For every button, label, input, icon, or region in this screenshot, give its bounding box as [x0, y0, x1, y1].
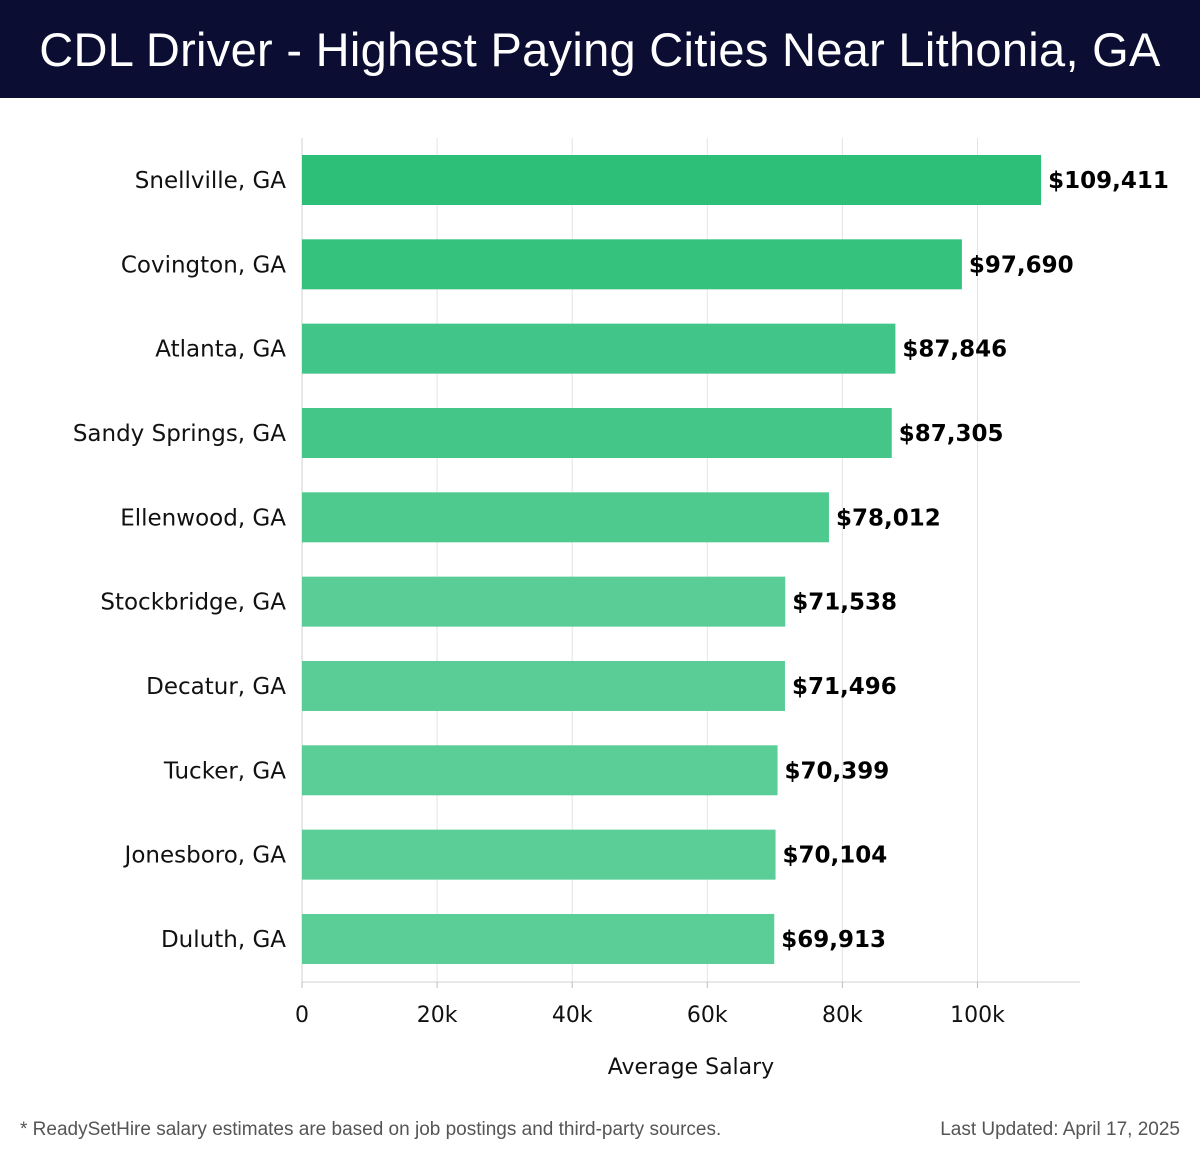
data-label: $78,012 [836, 505, 941, 531]
x-axis-title: Average Salary [608, 1055, 774, 1080]
data-label: $70,104 [783, 843, 888, 869]
category-label: Ellenwood, GA [120, 505, 286, 531]
category-label: Snellville, GA [135, 168, 286, 194]
bar [302, 239, 962, 290]
x-tick-label: 60k [687, 1003, 728, 1028]
bar-chart: 0 20k 40k 60k 80k 100k Average Salary Snellvill… [73, 138, 1169, 1080]
bar [302, 913, 775, 964]
x-tick-label: 0 [295, 1003, 309, 1028]
data-label: $71,538 [792, 590, 897, 616]
category-label: Tucker, GA [163, 758, 286, 784]
category-label: Duluth, GA [161, 927, 286, 953]
x-tick-label: 80k [822, 1003, 863, 1028]
x-tick-label: 40k [552, 1003, 593, 1028]
data-label: $69,913 [781, 927, 886, 953]
bar [302, 407, 892, 458]
bar [302, 660, 785, 711]
data-label: $71,496 [792, 674, 897, 700]
data-label: $70,399 [785, 758, 890, 784]
chart-title: CDL Driver - Highest Paying Cities Near … [39, 22, 1161, 76]
data-label: $87,305 [899, 421, 1004, 447]
category-label: Covington, GA [121, 252, 286, 278]
bar [302, 576, 786, 627]
category-label: Stockbridge, GA [100, 590, 286, 616]
data-label: $97,690 [969, 252, 1074, 278]
category-label: Atlanta, GA [155, 337, 286, 363]
category-label: Decatur, GA [146, 674, 286, 700]
bar [302, 829, 776, 880]
data-label: $109,411 [1048, 168, 1169, 194]
last-updated: Last Updated: April 17, 2025 [940, 1119, 1180, 1140]
chart-header: CDL Driver - Highest Paying Cities Near … [0, 0, 1200, 98]
category-label: Sandy Springs, GA [73, 421, 286, 447]
bar [302, 155, 1042, 205]
x-tick-label: 100k [950, 1003, 1005, 1028]
footer-disclaimer: * ReadySetHire salary estimates are base… [20, 1119, 722, 1140]
bar [302, 745, 778, 796]
bar [302, 492, 829, 543]
bar [302, 323, 896, 374]
category-label: Jonesboro, GA [123, 843, 287, 869]
data-label: $87,846 [902, 337, 1007, 363]
x-tick-label: 20k [417, 1003, 458, 1028]
